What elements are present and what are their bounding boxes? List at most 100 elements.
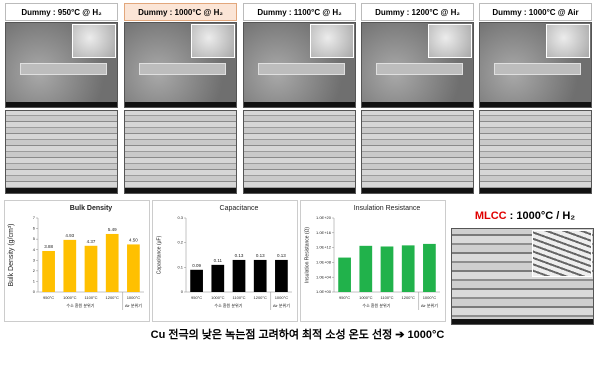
y-tick-label: 4 <box>33 247 36 252</box>
y-tick-label: 0.1 <box>177 264 183 269</box>
y-tick-label: 6 <box>33 226 36 231</box>
sem-image <box>361 110 474 194</box>
value-label: 4.37 <box>87 239 96 244</box>
image-footer <box>125 102 236 107</box>
x-tick-label: 1000°C <box>359 295 372 300</box>
y-tick-label: 0.2 <box>177 240 183 245</box>
x-tick-label: 1100°C <box>380 295 393 300</box>
value-label: 0.09 <box>192 263 201 268</box>
image-footer <box>362 102 473 107</box>
image-inset <box>546 24 590 58</box>
image-footer <box>480 188 591 193</box>
bar <box>127 244 140 292</box>
chart: Insulation Resistance Insulation Resistan… <box>300 200 446 322</box>
bar <box>105 233 119 292</box>
image-inset <box>532 230 592 277</box>
group-label: Air 분위기 <box>421 302 438 308</box>
sem-image <box>5 22 118 108</box>
group-label: 수소 환원 분위기 <box>214 302 242 308</box>
chart-frame <box>152 200 298 322</box>
sem-image <box>243 22 356 108</box>
y-tick-label: 1.0E+00 <box>316 289 332 294</box>
value-label: 0.13 <box>256 253 265 258</box>
y-axis-label: Insulation Resistance (Ω) <box>304 227 310 283</box>
y-tick-label: 1.0E+04 <box>316 274 332 279</box>
x-tick-label: 1200°C <box>402 295 415 300</box>
y-axis-label: Bulk Density (g/cm³) <box>8 223 15 286</box>
y-tick-label: 3 <box>33 257 36 262</box>
y-tick-label: 1 <box>33 278 36 283</box>
bar <box>211 264 225 292</box>
y-tick-label: 5 <box>33 236 36 241</box>
sem-image <box>5 110 118 194</box>
image-inset <box>72 24 116 58</box>
bar <box>42 250 55 292</box>
bar <box>63 239 77 292</box>
bar <box>423 243 436 292</box>
y-tick-label: 1.0E+08 <box>316 259 332 264</box>
chart-frame <box>300 200 446 322</box>
bar <box>380 246 394 292</box>
x-tick-label: 950°C <box>43 295 54 300</box>
image-inset <box>310 24 354 58</box>
y-tick-label: 0.3 <box>177 215 183 220</box>
sample-strip <box>494 63 581 75</box>
chart-frame <box>4 200 150 322</box>
bar <box>190 269 203 292</box>
x-tick-label: 1100°C <box>84 295 97 300</box>
bar <box>359 245 373 292</box>
image-footer <box>244 102 355 107</box>
value-label: 0.13 <box>277 253 286 258</box>
bar <box>401 245 415 292</box>
y-tick-label: 0 <box>33 289 36 294</box>
caption: Cu 전극의 낮은 녹는점 고려하여 최적 소성 온도 선정 ➔ 1000°C <box>150 329 445 341</box>
x-tick-label: 1000°C <box>275 295 288 300</box>
x-tick-label: 1000°C <box>211 295 224 300</box>
image-footer <box>362 188 473 193</box>
image-footer <box>6 102 117 107</box>
value-label: 0.13 <box>235 253 244 258</box>
x-tick-label: 1100°C <box>232 295 245 300</box>
column-header: Dummy : 1200°C @ H₂ <box>361 3 474 21</box>
x-tick-label: 1200°C <box>106 295 119 300</box>
y-tick-label: 2 <box>33 268 36 273</box>
x-tick-label: 1000°C <box>423 295 436 300</box>
bar <box>338 257 351 292</box>
group-label: 수소 환원 분위기 <box>362 302 390 308</box>
sem-image <box>243 110 356 194</box>
value-label: 4.50 <box>129 238 138 243</box>
chart-title: Capacitance <box>220 205 259 212</box>
image-footer <box>452 319 593 324</box>
y-tick-label: 1.0E+20 <box>316 215 332 220</box>
image-inset <box>428 24 472 58</box>
image-footer <box>244 188 355 193</box>
y-axis-label: Capacitance (μF) <box>156 235 162 274</box>
value-label: 0.11 <box>214 258 223 263</box>
sem-image <box>124 22 237 108</box>
value-label: 3.88 <box>44 244 53 249</box>
image-footer <box>480 102 591 107</box>
group-label: Air 분위기 <box>125 302 142 308</box>
group-label: Air 분위기 <box>273 302 290 308</box>
sem-image <box>124 110 237 194</box>
chart-title: Insulation Resistance <box>354 205 421 212</box>
sample-strip <box>376 63 463 75</box>
x-tick-label: 1000°C <box>127 295 140 300</box>
sem-image <box>479 22 592 108</box>
mlcc-title: MLCC : 1000°C / H₂ <box>455 210 595 222</box>
image-inset <box>191 24 235 58</box>
image-footer <box>125 188 236 193</box>
image-footer <box>6 188 117 193</box>
y-tick-label: 7 <box>33 215 36 220</box>
bar <box>275 259 288 292</box>
value-label: 4.93 <box>65 233 74 238</box>
y-tick-label: 0 <box>181 289 184 294</box>
sample-strip <box>258 63 345 75</box>
group-label: 수소 환원 분위기 <box>66 302 94 308</box>
column-header: Dummy : 1000°C @ Air <box>479 3 592 21</box>
mlcc-image <box>451 228 594 325</box>
x-tick-label: 1000°C <box>63 295 76 300</box>
y-tick-label: 1.0E+16 <box>316 230 332 235</box>
x-tick-label: 950°C <box>191 295 202 300</box>
